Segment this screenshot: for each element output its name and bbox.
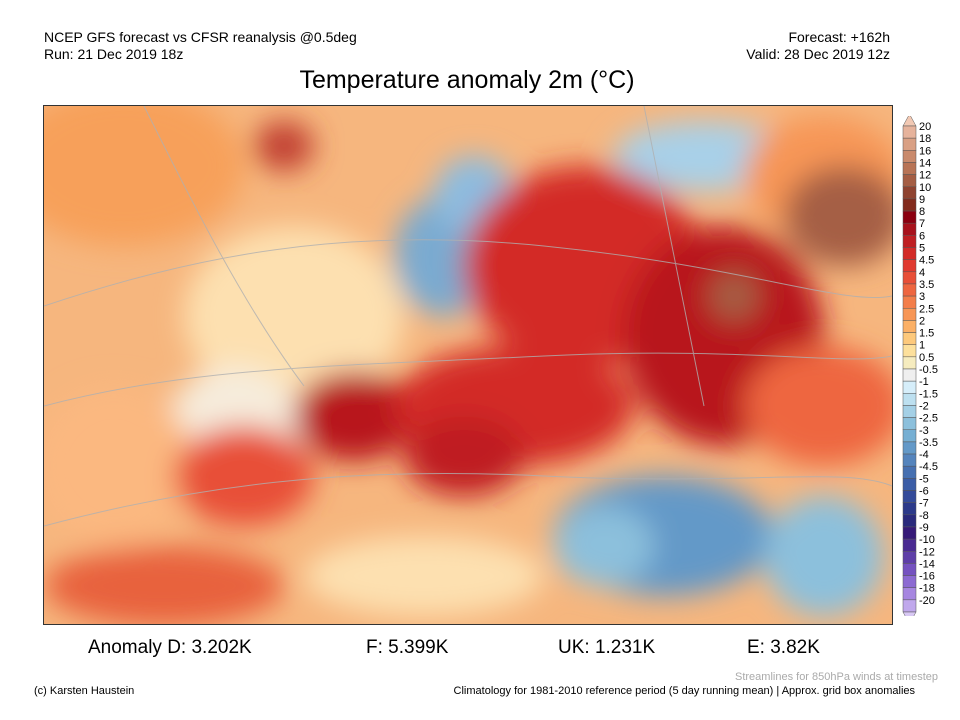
- valid-line: Valid: 28 Dec 2019 12z: [746, 46, 890, 62]
- colorbar-bin: [902, 490, 917, 503]
- colorbar-bin: [902, 344, 917, 358]
- colorbar-bin: [902, 116, 917, 127]
- colorbar-bin: [902, 599, 917, 613]
- colorbar-tick-label: 1.5: [919, 328, 934, 340]
- colorbar-bin: [902, 210, 917, 224]
- colorbar-bin: [902, 380, 917, 394]
- colorbar-tick-label: 4.5: [919, 255, 934, 267]
- colorbar-bin: [902, 441, 917, 455]
- colorbar-bin: [902, 514, 917, 528]
- colorbar-bin: [902, 332, 917, 345]
- colorbar-bin: [902, 393, 917, 406]
- colorbar-bin: [902, 271, 917, 285]
- colorbar-tick-label: 5: [919, 243, 925, 255]
- run-line: Run: 21 Dec 2019 18z: [44, 46, 184, 62]
- colorbar-bin: [902, 502, 917, 516]
- colorbar-tick-label: 3.5: [919, 279, 934, 291]
- colorbar-bin: [902, 162, 917, 175]
- colorbar-tick-label: -14: [919, 558, 935, 570]
- colorbar-tick-label: 8: [919, 206, 925, 218]
- colorbar-bin: [902, 465, 917, 479]
- colorbar-bin: [902, 247, 917, 260]
- colorbar-tick-label: -18: [919, 583, 935, 595]
- colorbar-tick-label: -9: [919, 522, 929, 534]
- model-line: NCEP GFS forecast vs CFSR reanalysis @0.…: [44, 29, 357, 45]
- streamlines-note: Streamlines for 850hPa winds at timestep: [735, 671, 938, 683]
- colorbar-tick-label: 3: [919, 291, 925, 303]
- anomaly-spain: E: 3.82K: [747, 637, 820, 658]
- colorbar-bin: [902, 526, 917, 540]
- colorbar-bin: [902, 575, 917, 588]
- colorbar-bin: [902, 283, 917, 297]
- colorbar-tick-label: -20: [919, 595, 935, 607]
- colorbar-tick-label: 2: [919, 315, 925, 327]
- colorbar-bin: [902, 405, 917, 418]
- climatology-note: Climatology for 1981-2010 reference peri…: [453, 685, 915, 697]
- colorbar-bin: [902, 137, 917, 151]
- colorbar-bin: [902, 368, 917, 382]
- colorbar-bin: [902, 125, 917, 139]
- colorbar-tick-label: 1: [919, 340, 925, 352]
- colorbar: 201816141210987654.543.532.521.510.5-0.5…: [902, 116, 938, 616]
- copyright: (c) Karsten Haustein: [34, 685, 135, 697]
- colorbar-bin: [902, 259, 917, 273]
- colorbar-tick-label: -3: [919, 425, 929, 437]
- colorbar-tick-label: -10: [919, 534, 935, 546]
- colorbar-bin: [902, 453, 917, 467]
- colorbar-bin: [902, 198, 917, 212]
- forecast-line: Forecast: +162h: [788, 29, 890, 45]
- colorbar-tick-label: 7: [919, 218, 925, 230]
- colorbar-bin: [902, 235, 917, 248]
- colorbar-bin: [902, 150, 917, 163]
- anomaly-germany: Anomaly D: 3.202K: [88, 637, 252, 658]
- colorbar-tick-label: 18: [919, 133, 931, 145]
- colorbar-tick-label: -2.5: [919, 413, 938, 425]
- colorbar-tick-label: -2: [919, 400, 929, 412]
- colorbar-tick-label: 2.5: [919, 303, 934, 315]
- colorbar-bin: [902, 222, 917, 236]
- colorbar-bin: [902, 320, 917, 333]
- colorbar-bin: [902, 417, 917, 431]
- anomaly-france: F: 5.399K: [366, 637, 449, 658]
- colorbar-bin: [902, 563, 917, 576]
- colorbar-bin: [902, 587, 917, 601]
- colorbar-tick-label: -16: [919, 571, 935, 583]
- colorbar-tick-label: -0.5: [919, 364, 938, 376]
- colorbar-bin: [902, 551, 917, 564]
- colorbar-bin: [902, 356, 917, 370]
- colorbar-tick-label: -8: [919, 510, 929, 522]
- colorbar-tick-label: 6: [919, 230, 925, 242]
- colorbar-bin: [902, 186, 917, 200]
- anomaly-field: [44, 106, 892, 624]
- chart-title: Temperature anomaly 2m (°C): [299, 66, 635, 94]
- colorbar-tick-label: 16: [919, 145, 931, 157]
- colorbar-tick-label: 20: [919, 121, 931, 133]
- colorbar-bin: [902, 295, 917, 309]
- colorbar-tick-label: -4: [919, 449, 929, 461]
- colorbar-tick-label: -3.5: [919, 437, 938, 449]
- anomaly-uk: UK: 1.231K: [558, 637, 656, 658]
- colorbar-tick-label: -5: [919, 473, 929, 485]
- colorbar-tick-label: 0.5: [919, 352, 934, 364]
- colorbar-tick-label: 9: [919, 194, 925, 206]
- colorbar-tick-label: -6: [919, 486, 929, 498]
- colorbar-bin: [902, 611, 917, 616]
- anomaly-map: [43, 105, 893, 625]
- colorbar-bin: [902, 538, 917, 552]
- colorbar-bin: [902, 429, 917, 443]
- colorbar-tick-label: 4: [919, 267, 925, 279]
- colorbar-tick-label: -7: [919, 498, 929, 510]
- colorbar-tick-label: -1.5: [919, 388, 938, 400]
- colorbar-tick-label: 14: [919, 157, 931, 169]
- colorbar-tick-label: 10: [919, 182, 931, 194]
- colorbar-tick-label: 12: [919, 170, 931, 182]
- colorbar-tick-label: -12: [919, 546, 935, 558]
- colorbar-bin: [902, 478, 917, 491]
- colorbar-tick-label: -1: [919, 376, 929, 388]
- colorbar-bin: [902, 174, 917, 187]
- colorbar-tick-label: -4.5: [919, 461, 938, 473]
- colorbar-bin: [902, 308, 917, 321]
